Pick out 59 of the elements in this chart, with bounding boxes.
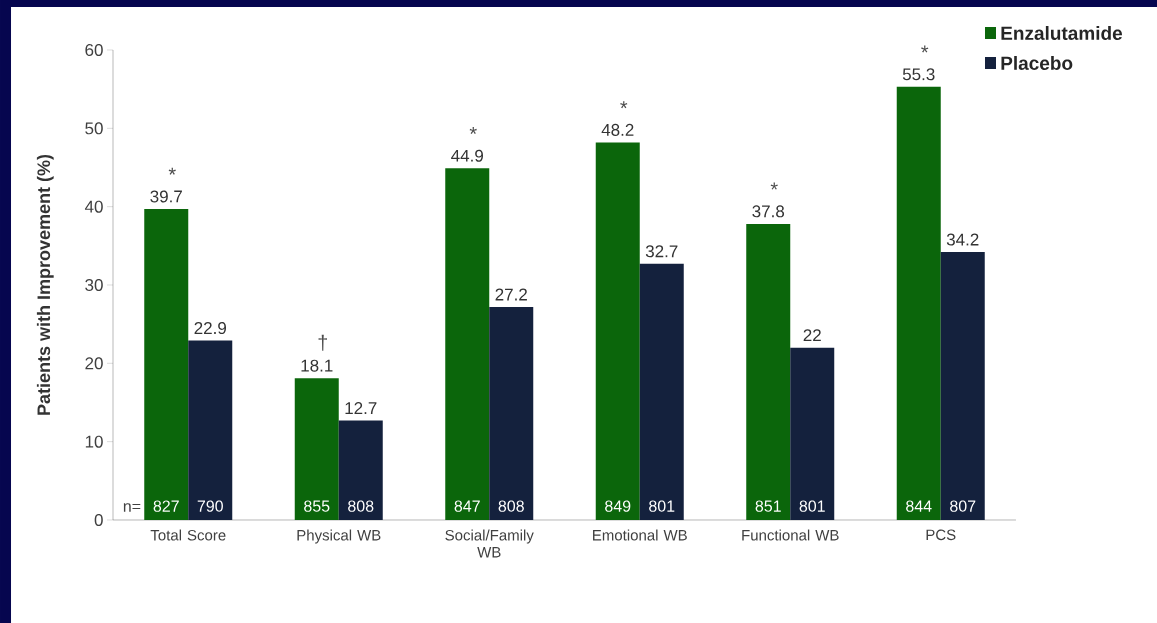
annotation: * (921, 45, 929, 53)
data-label: 27.2 (495, 288, 527, 301)
x-tick-label: Total Score (150, 529, 226, 541)
annotation: * (620, 101, 628, 109)
x-tick-label: PCS (926, 529, 956, 541)
bar (445, 168, 490, 520)
data-label: 34.2 (946, 233, 979, 246)
bar (595, 142, 640, 520)
data-label: 48.2 (601, 123, 634, 136)
bar (940, 252, 985, 520)
y-tick-label: 30 (85, 278, 103, 292)
annotation: 844 (906, 500, 932, 512)
bar (144, 209, 189, 520)
y-tick-label: 20 (85, 357, 103, 370)
annotation: 847 (454, 500, 480, 512)
annotation: 855 (304, 500, 330, 512)
bar (746, 223, 791, 520)
x-tick-label: Emotional WB (593, 529, 687, 541)
data-label: 44.9 (451, 149, 483, 162)
x-tick-label: Functional WB (742, 529, 839, 541)
y-tick-label: 40 (84, 200, 103, 213)
data-label: 12.7 (345, 402, 377, 414)
annotation: 807 (950, 500, 976, 512)
annotation: 808 (348, 500, 374, 512)
x-tick-label: Social/Family WB (445, 529, 534, 558)
data-label: 18.1 (301, 359, 333, 372)
bar (790, 347, 835, 520)
bar (639, 263, 684, 520)
legend-label: Placebo (1001, 56, 1073, 70)
y-tick-label: 60 (85, 43, 103, 57)
annotation: 827 (153, 500, 179, 512)
annotation: n= (123, 503, 141, 512)
annotation: 851 (755, 500, 781, 512)
data-label: 55.3 (902, 68, 935, 81)
bar (294, 378, 339, 520)
annotation: 801 (649, 500, 675, 512)
annotation: † (318, 334, 327, 351)
annotation: 801 (799, 500, 825, 512)
bar (338, 420, 383, 520)
data-label: 22 (803, 329, 821, 342)
annotation: 790 (197, 500, 223, 512)
bar (188, 340, 233, 520)
annotation: * (168, 167, 176, 175)
data-label: 22.9 (194, 322, 226, 335)
annotation: 849 (605, 500, 631, 512)
data-label: 37.8 (752, 205, 785, 218)
legend-label: Enzalutamide (1001, 26, 1123, 40)
x-tick-label: Physical WB (297, 529, 381, 544)
bar (489, 306, 534, 520)
annotation: * (770, 182, 778, 190)
y-tick-label: 0 (94, 513, 103, 527)
data-label: 39.7 (150, 190, 182, 203)
bar (896, 86, 941, 520)
annotation: 808 (498, 500, 524, 512)
annotation: * (469, 126, 477, 134)
y-axis-title: Patients with Improvement (%) (36, 154, 54, 415)
data-label: 32.7 (645, 245, 678, 258)
y-tick-label: 10 (85, 435, 103, 448)
y-tick-label: 50 (85, 122, 103, 135)
